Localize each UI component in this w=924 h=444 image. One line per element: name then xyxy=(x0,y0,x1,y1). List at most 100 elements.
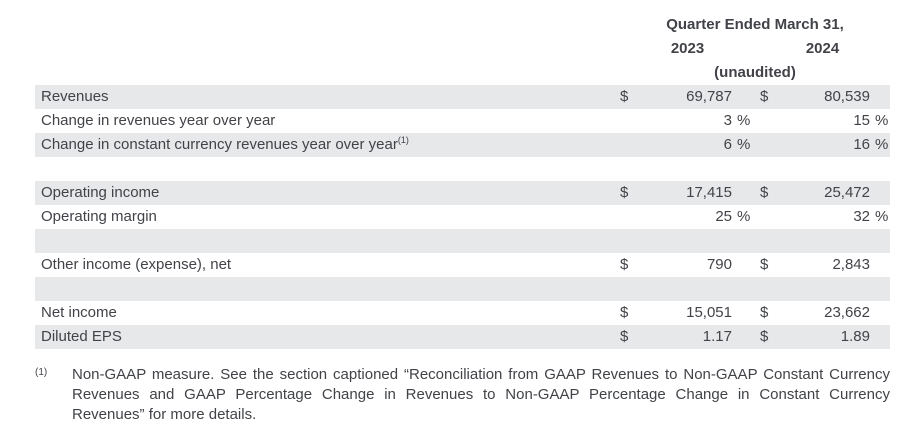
percent-sign-2024: % xyxy=(875,208,889,225)
value-2023: 1.17 xyxy=(702,328,732,345)
percent-sign-2024: % xyxy=(875,112,889,129)
row-label-text: Operating income xyxy=(41,184,160,201)
value-2024: 25,472 xyxy=(824,184,870,201)
row-label-sup: (1) xyxy=(397,135,409,145)
row-label: Change in constant currency revenues yea… xyxy=(35,133,620,157)
dollar-sign-2023 xyxy=(620,157,638,181)
table-row: Operating income $ 17,415 $ 25,472 xyxy=(35,181,890,205)
table-row: Other income (expense), net $ 790 $ 2,84… xyxy=(35,253,890,277)
header-unaudited: (unaudited) xyxy=(714,64,796,81)
dollar-sign-2024: $ xyxy=(760,184,769,201)
value-2024: 2,843 xyxy=(832,256,870,273)
dollar-sign-2023 xyxy=(620,133,638,157)
dollar-sign-2023 xyxy=(620,277,638,301)
table-row xyxy=(35,157,890,181)
row-label: Other income (expense), net xyxy=(35,253,620,277)
value-2024: 32 xyxy=(853,208,870,225)
percent-sign-2024 xyxy=(870,229,890,253)
percent-sign-2024 xyxy=(870,157,890,181)
row-label xyxy=(35,157,620,181)
percent-sign-2024 xyxy=(870,253,890,277)
percent-sign-2023 xyxy=(732,85,760,109)
value-2023: 25 xyxy=(715,208,732,225)
table-row: Operating margin 25 % 32 % xyxy=(35,205,890,229)
value-2023 xyxy=(638,229,732,253)
row-label-text: Diluted EPS xyxy=(41,328,122,345)
table-header: Quarter Ended March 31, 2023 2024 (unaud… xyxy=(620,13,890,85)
percent-sign-2023 xyxy=(732,181,760,205)
percent-sign-2023 xyxy=(732,157,760,181)
percent-sign-2023 xyxy=(732,229,760,253)
row-label-text: Change in constant currency revenues yea… xyxy=(41,136,398,153)
value-2024 xyxy=(778,277,870,301)
percent-sign-2023 xyxy=(732,325,760,349)
footnote-marker: (1) xyxy=(35,367,48,378)
percent-sign-2024: % xyxy=(875,136,889,153)
row-label-text: Net income xyxy=(41,304,117,321)
dollar-sign-2024 xyxy=(760,157,778,181)
row-label: Net income xyxy=(35,301,620,325)
percent-sign-2023 xyxy=(732,277,760,301)
value-2024: 16 xyxy=(853,136,870,153)
row-label-text: Operating margin xyxy=(41,208,157,225)
dollar-sign-2023: $ xyxy=(620,184,629,201)
dollar-sign-2023 xyxy=(620,205,638,229)
table-row: Change in constant currency revenues yea… xyxy=(35,133,890,157)
percent-sign-2024 xyxy=(870,85,890,109)
dollar-sign-2024 xyxy=(760,109,778,133)
footnote: (1) Non-GAAP measure. See the section ca… xyxy=(35,365,890,425)
row-label: Revenues xyxy=(35,85,620,109)
percent-sign-2023: % xyxy=(737,208,751,225)
value-2024 xyxy=(778,229,870,253)
value-2023: 3 xyxy=(723,112,732,129)
value-2024: 23,662 xyxy=(824,304,870,321)
dollar-sign-2024 xyxy=(760,277,778,301)
row-label xyxy=(35,229,620,253)
percent-sign-2023: % xyxy=(737,136,751,153)
table-row: Net income $ 15,051 $ 23,662 xyxy=(35,301,890,325)
row-label-text: Revenues xyxy=(41,88,109,105)
dollar-sign-2024: $ xyxy=(760,328,769,345)
table-row xyxy=(35,277,890,301)
dollar-sign-2023: $ xyxy=(620,88,629,105)
value-2023: 6 xyxy=(723,136,732,153)
footnote-text: Non-GAAP measure. See the section captio… xyxy=(72,366,890,423)
value-2024: 80,539 xyxy=(824,88,870,105)
value-2024: 15 xyxy=(853,112,870,129)
dollar-sign-2023: $ xyxy=(620,256,629,273)
value-2023: 790 xyxy=(706,256,732,273)
table-row: Revenues $ 69,787 $ 80,539 xyxy=(35,85,890,109)
table-row: Change in revenues year over year 3 % 15… xyxy=(35,109,890,133)
table-row xyxy=(35,229,890,253)
value-2024: 1.89 xyxy=(840,328,870,345)
percent-sign-2024 xyxy=(870,325,890,349)
row-label-text: Other income (expense), net xyxy=(41,256,232,273)
percent-sign-2024 xyxy=(870,301,890,325)
dollar-sign-2024: $ xyxy=(760,88,769,105)
value-2023 xyxy=(638,277,732,301)
dollar-sign-2023: $ xyxy=(620,328,629,345)
dollar-sign-2023: $ xyxy=(620,304,629,321)
value-2023: 15,051 xyxy=(686,304,732,321)
percent-sign-2024 xyxy=(870,277,890,301)
header-title: Quarter Ended March 31, xyxy=(666,16,844,33)
dollar-sign-2024 xyxy=(760,229,778,253)
row-label: Diluted EPS xyxy=(35,325,620,349)
dollar-sign-2023 xyxy=(620,229,638,253)
percent-sign-2023 xyxy=(732,301,760,325)
dollar-sign-2024 xyxy=(760,205,778,229)
row-label: Operating income xyxy=(35,181,620,205)
financial-table: Revenues $ 69,787 $ 80,539 Change in rev… xyxy=(35,85,890,349)
value-2023: 17,415 xyxy=(686,184,732,201)
dollar-sign-2024: $ xyxy=(760,256,769,273)
value-2023 xyxy=(638,157,732,181)
header-year-2023: 2023 xyxy=(670,40,705,57)
row-label: Change in revenues year over year xyxy=(35,109,620,133)
row-label-text: Change in revenues year over year xyxy=(41,112,276,129)
value-2024 xyxy=(778,157,870,181)
row-label: Operating margin xyxy=(35,205,620,229)
header-year-2024: 2024 xyxy=(805,40,840,57)
table-row: Diluted EPS $ 1.17 $ 1.89 xyxy=(35,325,890,349)
value-2023: 69,787 xyxy=(686,88,732,105)
